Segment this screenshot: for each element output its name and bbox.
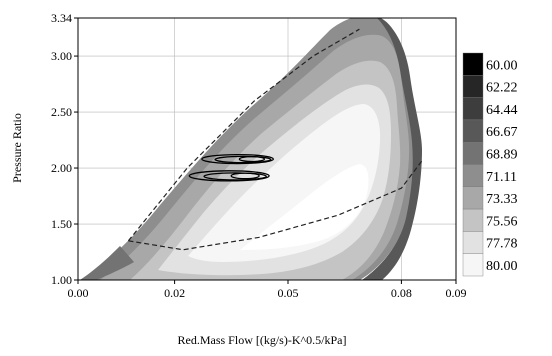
y-tick-label: 1.50	[51, 217, 72, 231]
x-tick-label: 0.05	[278, 286, 299, 300]
legend-swatch	[462, 119, 484, 143]
legend-swatch	[462, 231, 484, 254]
operating-loop	[238, 155, 266, 163]
plot-border	[77, 17, 457, 281]
y-tick-label: 2.50	[51, 105, 72, 119]
legend: 60.00 62.22 64.44 66.67 68.89 71.11 73.33 75.56…	[462, 52, 518, 277]
legend-swatch	[462, 52, 484, 76]
legend-label: 68.89	[486, 147, 518, 162]
legend-swatch	[462, 141, 484, 165]
y-tick-label: 3.34	[51, 11, 72, 25]
legend-label: 73.33	[486, 192, 518, 207]
x-tick-label: 0.08	[391, 286, 412, 300]
legend-swatch	[462, 97, 484, 121]
legend-label: 75.56	[486, 214, 518, 229]
y-tick-label: 3.00	[51, 49, 72, 63]
contour-peak-region	[240, 164, 369, 250]
operating-limit-line	[127, 28, 360, 242]
y-tick-label: 1.00	[51, 273, 72, 287]
operating-loop	[214, 155, 272, 164]
contour-map	[80, 18, 422, 280]
y-axis-label: Pressure Ratio	[10, 113, 24, 183]
legend-label: 62.22	[486, 81, 518, 96]
legend-swatch	[462, 164, 484, 187]
contour-edge-light	[80, 246, 134, 280]
legend-label: 77.78	[486, 237, 518, 252]
contour-edge-dark	[362, 18, 422, 280]
legend-label: 60.00	[486, 58, 518, 73]
x-tick-label: 0.00	[68, 286, 89, 300]
legend-label: 64.44	[486, 103, 518, 118]
legend-label: 66.67	[486, 125, 518, 140]
y-axis-ticks: 1.00 1.50 2.00 2.50 3.00 3.34	[51, 11, 78, 287]
x-tick-label: 0.02	[164, 286, 185, 300]
operating-loops	[188, 153, 274, 182]
legend-label: 80.00	[486, 259, 518, 274]
operating-loop	[230, 172, 260, 180]
x-tick-label: 0.09	[446, 286, 467, 300]
legend-swatch	[462, 75, 484, 98]
x-axis-ticks: 0.00 0.02 0.05 0.08 0.09	[68, 280, 467, 300]
legend-swatch	[462, 186, 484, 210]
legend-swatch	[462, 253, 484, 277]
operating-loop	[188, 170, 270, 182]
operating-loop	[203, 172, 267, 181]
legend-swatch	[462, 208, 484, 232]
operating-loop	[201, 153, 274, 165]
x-axis-label: Red.Mass Flow [(kg/s)-K^0.5/kPa]	[178, 333, 347, 347]
surge-line	[128, 159, 423, 251]
legend-label: 71.11	[486, 170, 517, 185]
y-tick-label: 2.00	[51, 161, 72, 175]
